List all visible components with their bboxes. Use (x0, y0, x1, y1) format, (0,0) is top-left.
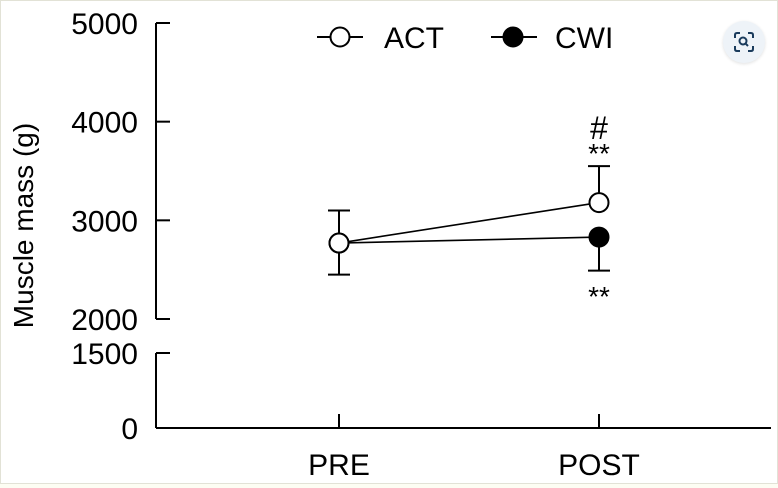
image-search-lens-icon (734, 32, 754, 52)
legend-marker-cwi (502, 26, 524, 48)
y-tick-label: 4000 (71, 107, 138, 140)
series-line-cwi (338, 236, 600, 244)
significance-annotation: ** (588, 138, 610, 169)
legend-marker-act (329, 26, 351, 48)
data-point-act (328, 232, 350, 254)
y-tick-label: 0 (121, 413, 138, 446)
series-line-act (338, 201, 600, 244)
y-axis-label: Muscle mass (g) (8, 123, 39, 328)
y-tick-label: 3000 (71, 205, 138, 238)
y-tick-label: 5000 (71, 8, 138, 41)
legend-label-act: ACT (384, 22, 444, 55)
significance-annotation: ** (588, 281, 610, 312)
data-point-cwi (588, 226, 610, 248)
y-tick-label: 1500 (71, 338, 138, 371)
x-tick-label: POST (558, 449, 640, 482)
y-tick-label: 2000 (71, 304, 138, 337)
lens-search-button[interactable] (723, 21, 765, 63)
legend-label-cwi: CWI (555, 22, 613, 55)
x-tick-label: PRE (308, 449, 370, 482)
data-point-act (588, 192, 610, 214)
significance-annotation: # (590, 110, 608, 146)
